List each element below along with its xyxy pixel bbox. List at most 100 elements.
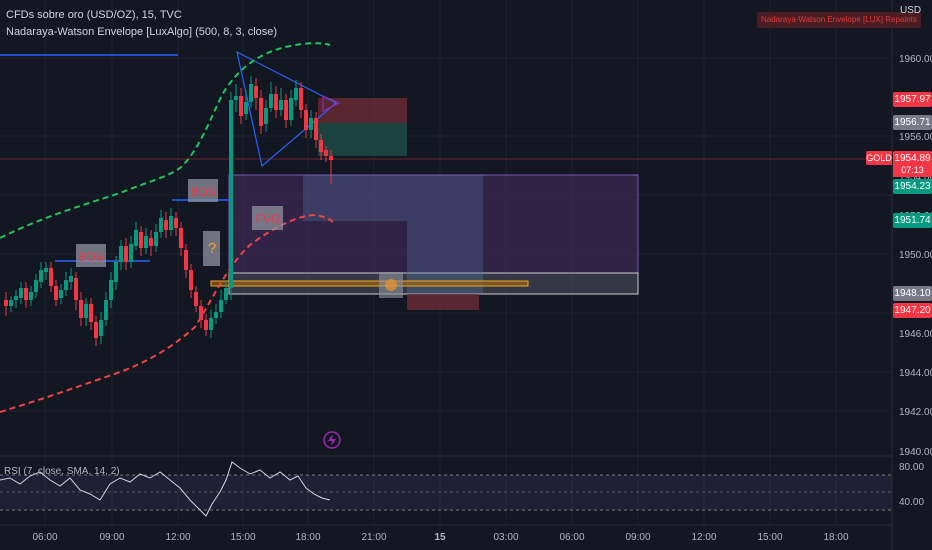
- blue-overlay-zone: [303, 175, 483, 221]
- currency-label[interactable]: USD: [900, 5, 922, 16]
- candle-body: [139, 232, 143, 248]
- candle-body: [284, 100, 288, 120]
- candle-body: [174, 218, 178, 228]
- candle-body: [164, 220, 168, 230]
- time-tick-label: 15:00: [757, 532, 782, 543]
- symbol-tag: GOLD: [866, 151, 892, 165]
- candle-body: [264, 108, 268, 124]
- candle-body: [309, 118, 313, 130]
- fvg-label: FVG: [252, 206, 283, 230]
- candle-body: [274, 94, 278, 110]
- candle-body: [204, 320, 208, 330]
- question-text: ?: [208, 240, 216, 257]
- price-tick-label: 1956.00: [899, 132, 932, 143]
- rsi-tick-label: 80.00: [899, 462, 924, 473]
- time-tick-label: 15: [434, 532, 446, 543]
- time-tick-label: 12:00: [691, 532, 716, 543]
- bos-left-text: BOS: [78, 250, 103, 264]
- candle-body: [149, 238, 153, 246]
- orange-marker-dot: [385, 279, 397, 291]
- candle-body: [169, 216, 173, 230]
- candle-body: [39, 270, 43, 282]
- time-axis[interactable]: 06:00 09:00 12:00 15:00 18:00 21:00 15 03:00 06:…: [32, 532, 848, 543]
- candle-body: [144, 236, 148, 248]
- time-tick-label: 18:00: [823, 532, 848, 543]
- indicator-legend[interactable]: Nadaraya-Watson Envelope [LuxAlgo] (500,…: [6, 26, 278, 38]
- candle-body: [109, 280, 113, 300]
- candle-body: [329, 156, 333, 160]
- rsi-legend[interactable]: RSI (7, close, SMA, 14, 2): [4, 466, 120, 477]
- candle-body: [269, 94, 273, 108]
- candle-body: [234, 96, 238, 100]
- price-tick-label: 1954.00: [899, 172, 932, 183]
- take-profit-zone: [318, 123, 407, 156]
- candle-body: [34, 280, 38, 292]
- time-tick-label: 21:00: [361, 532, 386, 543]
- time-tick-label: 03:00: [493, 532, 518, 543]
- candle-body: [9, 300, 13, 306]
- candle-body: [44, 268, 48, 272]
- candle-body: [299, 88, 303, 110]
- candle-body: [249, 84, 253, 102]
- candle-body: [49, 268, 53, 286]
- time-tick-label: 06:00: [32, 532, 57, 543]
- bos-left-label: BOS: [76, 244, 106, 267]
- price-label-current: 1954.89: [893, 151, 932, 166]
- candle-body: [219, 300, 223, 312]
- candle-body: [24, 288, 28, 300]
- candle-body: [134, 230, 138, 246]
- price-label-band-2: 1951.74: [893, 213, 932, 228]
- candle-body: [254, 86, 258, 98]
- candle-body: [159, 218, 163, 232]
- price-tick-label: 1944.00: [899, 368, 932, 379]
- bos-right-label: BOS: [188, 179, 218, 202]
- candle-body: [124, 246, 128, 262]
- price-label-zone: 1948.10: [893, 286, 932, 301]
- price-tick-label: 1942.00: [899, 407, 932, 418]
- candle-body: [289, 98, 293, 120]
- candle-body: [129, 244, 133, 262]
- candle-body: [324, 150, 328, 156]
- bos-right-text: BOS: [190, 185, 215, 199]
- candle-body: [179, 228, 183, 248]
- time-tick-label: 12:00: [165, 532, 190, 543]
- candle-body: [119, 246, 123, 262]
- candle-body: [294, 88, 298, 100]
- candle-body: [224, 288, 228, 300]
- symbol-legend[interactable]: CFDs sobre oro (USD/OZ), 15, TVC: [6, 9, 182, 21]
- rsi-line: [0, 461, 331, 517]
- lightning-alert-icon[interactable]: [323, 431, 341, 449]
- price-label-target: 1947.20: [893, 303, 932, 318]
- fvg-text: FVG: [256, 212, 281, 226]
- candle-body: [14, 296, 18, 300]
- candle-body: [304, 110, 308, 130]
- candle-body: [59, 290, 63, 298]
- candle-body: [244, 102, 248, 114]
- candle-body: [154, 232, 158, 246]
- candle-body: [314, 118, 318, 140]
- candle-body: [89, 304, 93, 322]
- upper-band: [0, 42, 331, 239]
- candle-body: [104, 300, 108, 320]
- red-target-zone: [407, 294, 479, 310]
- candle-body: [189, 270, 193, 290]
- orange-order-block: [210, 280, 529, 287]
- lower-band: [0, 213, 334, 413]
- candle-body: [4, 300, 8, 306]
- candle-body: [239, 96, 243, 116]
- price-label-entry: 1956.71: [893, 115, 932, 130]
- candle-body: [229, 100, 233, 288]
- candle-body: [64, 280, 68, 290]
- time-tick-label: 09:00: [625, 532, 650, 543]
- question-label: ?: [203, 231, 220, 266]
- candle-body: [99, 320, 103, 336]
- repaint-warning-badge: Nadaraya-Watson Envelope [LUX] Repaints: [757, 12, 921, 28]
- price-tick-label: 1960.00: [899, 54, 932, 65]
- candle-body: [199, 306, 203, 320]
- candle-body: [69, 276, 73, 282]
- candle-body: [74, 278, 78, 300]
- candle-body: [194, 292, 198, 306]
- rsi-axis: 80.00 40.00: [899, 462, 924, 508]
